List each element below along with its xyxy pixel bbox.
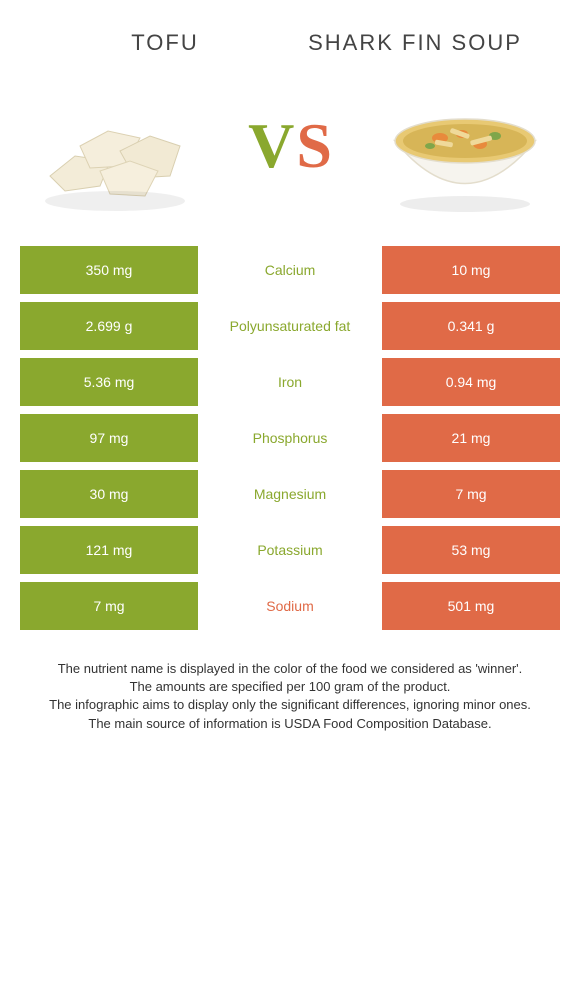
value-right: 0.341 g — [382, 302, 560, 350]
value-right: 7 mg — [382, 470, 560, 518]
comparison-table: 350 mgCalcium10 mg 2.699 gPolyunsaturated… — [20, 246, 560, 630]
note-line-2: The amounts are specified per 100 gram o… — [20, 678, 560, 696]
table-row: 121 mgPotassium53 mg — [20, 526, 560, 574]
header: Tofu Shark Fin Soup — [0, 0, 580, 66]
right-food-title: Shark Fin Soup — [290, 30, 540, 56]
value-left: 5.36 mg — [20, 358, 198, 406]
value-left: 350 mg — [20, 246, 198, 294]
tofu-image — [30, 76, 200, 216]
value-right: 10 mg — [382, 246, 560, 294]
value-right: 21 mg — [382, 414, 560, 462]
note-line-3: The infographic aims to display only the… — [20, 696, 560, 714]
value-left: 2.699 g — [20, 302, 198, 350]
images-row: VS — [0, 66, 580, 246]
nutrient-label: Magnesium — [198, 470, 382, 518]
table-row: 97 mgPhosphorus21 mg — [20, 414, 560, 462]
vs-s: S — [296, 109, 332, 183]
left-food-title: Tofu — [40, 30, 290, 56]
nutrient-label: Iron — [198, 358, 382, 406]
nutrient-label: Calcium — [198, 246, 382, 294]
table-row: 2.699 gPolyunsaturated fat0.341 g — [20, 302, 560, 350]
nutrient-label: Sodium — [198, 582, 382, 630]
value-right: 0.94 mg — [382, 358, 560, 406]
value-right: 53 mg — [382, 526, 560, 574]
table-row: 30 mgMagnesium7 mg — [20, 470, 560, 518]
value-left: 7 mg — [20, 582, 198, 630]
table-row: 7 mgSodium501 mg — [20, 582, 560, 630]
value-left: 30 mg — [20, 470, 198, 518]
note-line-4: The main source of information is USDA F… — [20, 715, 560, 733]
value-left: 97 mg — [20, 414, 198, 462]
nutrient-label: Polyunsaturated fat — [198, 302, 382, 350]
nutrient-label: Potassium — [198, 526, 382, 574]
table-row: 5.36 mgIron0.94 mg — [20, 358, 560, 406]
vs-label: VS — [248, 109, 332, 183]
table-row: 350 mgCalcium10 mg — [20, 246, 560, 294]
value-left: 121 mg — [20, 526, 198, 574]
note-line-1: The nutrient name is displayed in the co… — [20, 660, 560, 678]
vs-v: V — [248, 109, 294, 183]
nutrient-label: Phosphorus — [198, 414, 382, 462]
footer-notes: The nutrient name is displayed in the co… — [20, 660, 560, 733]
value-right: 501 mg — [382, 582, 560, 630]
soup-image — [380, 76, 550, 216]
